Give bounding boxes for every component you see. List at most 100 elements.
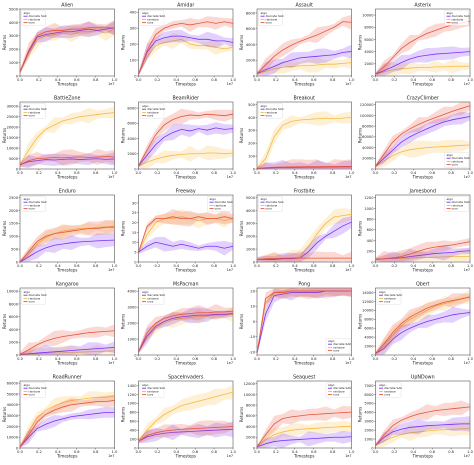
y-tick-label: 1000 [9, 235, 19, 239]
axes-frame [375, 194, 471, 263]
y-tick-label: 4000 [246, 425, 256, 429]
subplot-frostbite: Frostbite 0 1000 2000 3000 4000 5000 0.0 0.2 0.4 0… [239, 189, 355, 273]
y-axis-label: Returns [358, 314, 363, 329]
y-tick-label: 200 [248, 142, 256, 146]
legend-label: rainbow [333, 345, 345, 349]
y-tick-label: 40000 [7, 403, 19, 407]
legend-label: ours [384, 300, 391, 304]
x-tick-label: 0.4 [410, 450, 416, 454]
x-tick-label: 1.0 [349, 78, 355, 82]
x-tick-label: 0.8 [448, 264, 454, 268]
legend-box [139, 289, 165, 305]
x-exponent: 1e7 [464, 82, 470, 86]
x-tick-label: 0.0 [136, 450, 142, 454]
y-tick-label: 50000 [7, 392, 19, 396]
axes-frame [375, 101, 471, 170]
line-discrete-sac [256, 436, 352, 448]
band-rainbow [138, 384, 233, 443]
band-ours [375, 102, 470, 168]
x-axis-label: Timesteps [293, 268, 315, 273]
subplot-title: BeamRider [173, 96, 200, 102]
x-tick-label: 0.4 [292, 264, 298, 268]
x-tick-label: 0.0 [136, 264, 142, 268]
x-tick-label: 0.4 [292, 450, 298, 454]
y-axis-label: Returns [2, 221, 7, 236]
legend-label: ours [452, 207, 459, 211]
legend-header: algo [328, 339, 335, 343]
x-tick-label: 0.2 [392, 78, 398, 82]
x-tick-label: 0.2 [36, 264, 42, 268]
x-exponent: 1e7 [108, 82, 114, 86]
legend-box [376, 382, 402, 398]
x-tick-label: 0.8 [93, 171, 99, 175]
subplot-title: MsPacman [173, 282, 199, 288]
x-tick-label: 1.0 [112, 171, 118, 175]
x-tick-label: 0.0 [254, 78, 260, 82]
y-axis-label: Returns [239, 35, 244, 50]
x-tick-label: 0.0 [373, 357, 379, 361]
axes-frame [19, 194, 115, 263]
x-tick-label: 1.0 [230, 171, 236, 175]
line-discrete-sac [138, 313, 234, 352]
axes-frame [256, 380, 352, 449]
y-tick-label: 5 [134, 251, 136, 255]
x-tick-label: 0.4 [292, 357, 298, 361]
y-tick-label: 2000 [9, 209, 19, 213]
x-tick-label: 1.0 [467, 450, 473, 454]
line-discrete-sac [375, 423, 470, 446]
y-tick-label: 0 [371, 167, 374, 171]
legend-header: algo [142, 290, 149, 294]
legend-label: discrete SAC [29, 14, 47, 18]
y-axis-label: Returns [2, 35, 7, 50]
y-tick-label: 2000 [9, 48, 19, 52]
x-exponent: 1e7 [464, 175, 470, 179]
x-tick-label: 1.0 [467, 264, 473, 268]
legend-label: ours [452, 163, 459, 167]
legend-label: discrete SAC [333, 342, 351, 346]
y-tick-label: 5000 [9, 7, 19, 11]
legend-label: discrete SAC [266, 107, 284, 111]
x-tick-label: 1.0 [349, 171, 355, 175]
legend-header: algo [24, 383, 31, 387]
y-tick-label: 1500 [9, 222, 19, 226]
y-tick-label: -10 [249, 335, 256, 339]
y-tick-label: 0 [16, 353, 19, 357]
line-ours [19, 226, 115, 263]
line-discrete-sac [375, 312, 471, 354]
x-tick-label: 0.6 [311, 450, 317, 454]
legend-box [139, 382, 165, 398]
band-discrete-sac [20, 152, 115, 169]
x-axis-label: Timesteps [174, 82, 196, 87]
subplot-title: Asterix [414, 3, 431, 9]
axes-frame [19, 8, 115, 77]
y-tick-label: 1000 [364, 207, 374, 211]
x-tick-label: 1.0 [112, 357, 118, 361]
subplot-title: Seaquest [293, 375, 315, 381]
y-tick-label: 500 [11, 248, 19, 252]
y-tick-label: 0 [371, 260, 374, 264]
band-discrete-sac [257, 216, 352, 262]
legend-label: rainbow [384, 389, 396, 393]
subplot-title: BattleZone [54, 96, 81, 102]
legend-label: ours [266, 21, 273, 25]
line-discrete-sac [138, 127, 234, 167]
y-tick-label: 20000 [7, 425, 19, 429]
line-discrete-sac [138, 35, 234, 75]
y-tick-label: 400 [248, 116, 256, 120]
y-tick-label: 1000 [364, 437, 374, 441]
x-tick-label: 0.4 [410, 171, 416, 175]
subplot-seaquest: Seaquest 0 2000 4000 6000 8000 10000 12000 0.0 0.… [239, 375, 355, 459]
x-tick-label: 1.0 [349, 450, 355, 454]
legend-label: ours [29, 21, 36, 25]
x-axis-label: Timesteps [411, 175, 433, 180]
y-tick-label: 10000 [7, 146, 19, 150]
y-axis-label: Returns [2, 314, 7, 329]
y-tick-label: 1400 [127, 384, 137, 388]
y-tick-label: 4000 [127, 137, 137, 141]
band-discrete-sac [20, 406, 115, 448]
